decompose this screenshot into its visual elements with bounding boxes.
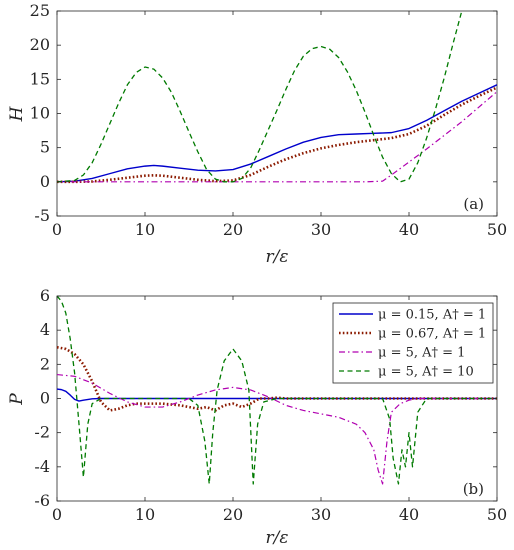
panel-b-y-ticks: -6 -4 -2 0 2 4 6 [34, 286, 497, 510]
panel-a-series-0-15-a-1 [57, 84, 497, 183]
panel-a-x-tick-label: 40 [399, 220, 419, 239]
panel-a-y-tick-label: 25 [30, 1, 50, 20]
panel-b-x-tick-label: 30 [311, 505, 331, 524]
legend: μ = 0.15, A† = 1 μ = 0.67, A† = 1 μ = 5, A… [332, 302, 494, 384]
panel-a-x-tick-label: 20 [223, 220, 243, 239]
panel-a-x-tick-label: 10 [135, 220, 155, 239]
legend-label-0-67-a-1: μ = 0.67, A† = 1 [378, 327, 486, 342]
panel-b: 0 10 20 30 40 50 -6 -4 -2 0 2 4 6 r/ε P (b) μ = 0.1… [7, 286, 507, 548]
panel-a-y-tick-label: 20 [30, 35, 50, 54]
panel-a-x-tick-label: 30 [311, 220, 331, 239]
panel-b-x-tick-label: 20 [223, 505, 243, 524]
panel-a-y-tick-label: 15 [30, 69, 50, 88]
panel-b-series-5-a-10 [57, 296, 497, 485]
panel-b-x-tick-label: 0 [52, 505, 62, 524]
legend-label-0-15-a-1: μ = 0.15, A† = 1 [378, 308, 486, 323]
panel-b-y-tick-label: 0 [40, 389, 50, 408]
legend-entries: μ = 0.15, A† = 1 μ = 0.67, A† = 1 μ = 5, A… [339, 308, 486, 380]
panel-b-y-tick-label: -6 [34, 491, 50, 510]
panel-b-y-tick-label: -2 [34, 423, 50, 442]
panel-a-x-tick-label: 0 [52, 220, 62, 239]
panel-b-x-tick-label: 50 [487, 505, 507, 524]
panel-b-y-tick-label: 4 [40, 320, 50, 339]
panel-a-series-5-a-10 [57, 11, 463, 183]
panel-a-x-tick-label: 50 [487, 220, 507, 239]
panel-b-y-tick-label: -4 [34, 457, 50, 476]
panel-b-y-label: P [7, 393, 27, 406]
panel-a-x-ticks: 0 10 20 30 40 50 [52, 11, 507, 239]
panel-a-y-label: H [7, 105, 27, 122]
panel-a-frame [56, 10, 498, 217]
panel-a-series-layer [57, 11, 497, 184]
panel-b-y-tick-label: 2 [40, 354, 50, 373]
panel-a-y-tick-label: 0 [40, 172, 50, 191]
panel-a-y-tick-label: -5 [34, 206, 50, 225]
panel-b-tag: (b) [463, 480, 484, 498]
panel-b-series-5-a-1 [57, 373, 497, 485]
legend-box [332, 302, 494, 384]
panel-b-x-tick-label: 10 [135, 505, 155, 524]
panel-a-y-tick-label: 5 [40, 138, 50, 157]
panel-b-x-label: r/ε [266, 528, 289, 548]
panel-b-x-tick-label: 40 [399, 505, 419, 524]
panel-b-series-0-67-a-1 [57, 345, 497, 412]
panel-a-series-5-a-1 [57, 91, 497, 183]
panel-b-y-tick-label: 6 [40, 286, 50, 305]
panel-b-series-layer [57, 296, 497, 485]
panel-a-x-label: r/ε [266, 247, 289, 267]
panel-a-y-tick-label: 10 [30, 104, 50, 123]
panel-b-x-ticks: 0 10 20 30 40 50 [52, 296, 507, 524]
legend-label-5-a-10: μ = 5, A† = 10 [378, 365, 474, 380]
panel-a-tag: (a) [463, 195, 484, 213]
panel-a-series-0-67-a-1 [57, 86, 497, 184]
legend-label-5-a-1: μ = 5, A† = 1 [378, 346, 465, 361]
panel-a-y-ticks: -5 0 5 10 15 20 25 [30, 1, 497, 225]
